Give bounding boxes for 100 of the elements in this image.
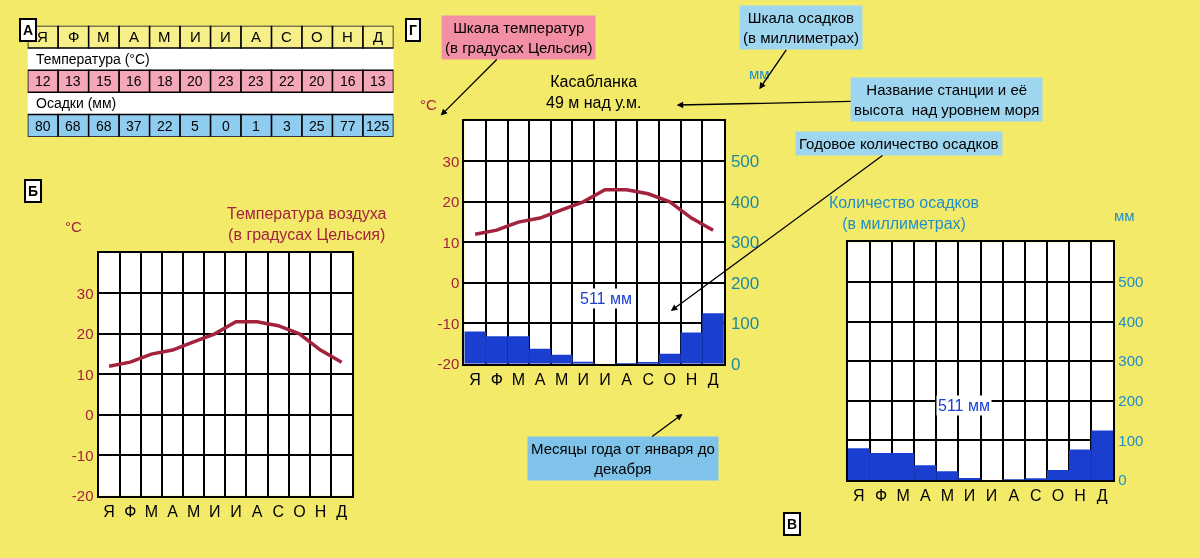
x-tick-label: Н bbox=[1074, 487, 1086, 505]
y2-tick-label: 100 bbox=[730, 314, 760, 334]
text: Г bbox=[409, 22, 417, 38]
data-label: 12 bbox=[35, 73, 51, 89]
x-tick-label: Я bbox=[469, 370, 481, 388]
x-tick-label: А bbox=[167, 502, 179, 520]
x-tick-label: И bbox=[577, 370, 590, 388]
x-tick-label: Я bbox=[853, 487, 865, 505]
text: В bbox=[787, 516, 798, 532]
y-tick-label: 10 bbox=[442, 233, 460, 251]
x-tick-label: И bbox=[963, 487, 976, 505]
data-label: 15 bbox=[96, 73, 112, 89]
y-tick-label: -20 bbox=[71, 487, 94, 505]
y-tick-label: Осадки (мм) bbox=[36, 95, 117, 111]
y-tick-label: 300 bbox=[1118, 352, 1144, 370]
x-tick-label: О bbox=[293, 502, 306, 520]
y-tick-label: Температура (°C) bbox=[36, 51, 150, 67]
y2-tick-label: 400 bbox=[730, 192, 760, 212]
text: Месяцы года от января до декабря bbox=[531, 440, 715, 477]
text: Название станции и её высота над уровнем моря bbox=[854, 81, 1040, 118]
data-label: 18 bbox=[157, 73, 173, 89]
x-tick-label: А bbox=[1008, 487, 1020, 505]
x-tick-label: Я bbox=[37, 28, 48, 45]
data-label: 16 bbox=[340, 73, 356, 89]
x-tick-label: Д bbox=[373, 28, 384, 45]
data-label: 22 bbox=[279, 73, 295, 89]
y-tick-label: 0 bbox=[1118, 471, 1127, 489]
y-axis-title: °C bbox=[420, 96, 437, 113]
data-label: 1 bbox=[252, 118, 260, 134]
y2-tick-label: 500 bbox=[730, 152, 760, 172]
x-tick-label: М bbox=[186, 502, 201, 520]
x-tick-label: М bbox=[554, 370, 569, 388]
line-series bbox=[107, 319, 344, 368]
y-tick-label: 400 bbox=[1118, 312, 1144, 330]
x-tick-label: Я bbox=[103, 502, 115, 520]
chart-title: Касабланка bbox=[550, 73, 638, 90]
x-tick-label: М bbox=[97, 28, 110, 45]
y-tick-label: 10 bbox=[76, 365, 94, 383]
x-tick-label: Д bbox=[1096, 487, 1108, 505]
data-label: 22 bbox=[157, 118, 173, 134]
x-tick-label: А bbox=[251, 502, 263, 520]
y-tick-label: 200 bbox=[1118, 391, 1144, 409]
y-tick-label: 30 bbox=[76, 284, 94, 302]
data-label: 80 bbox=[35, 118, 51, 134]
chart-title: Количество осадков bbox=[829, 194, 980, 211]
x-tick-label: Н bbox=[685, 370, 698, 388]
x-tick-label: А bbox=[534, 370, 546, 388]
x-tick-label: Ф bbox=[68, 28, 80, 45]
x-tick-label: И bbox=[209, 502, 221, 520]
y-tick-label: 20 bbox=[442, 193, 460, 211]
text: Б bbox=[28, 183, 39, 199]
x-tick-label: И bbox=[220, 28, 231, 45]
x-tick-label: И bbox=[190, 28, 201, 45]
x-tick-label: И bbox=[985, 487, 998, 505]
y-tick-label: -10 bbox=[71, 446, 94, 464]
x-tick-label: И bbox=[230, 502, 242, 520]
y-tick-label: -20 bbox=[437, 355, 460, 373]
x-tick-label: С bbox=[272, 502, 284, 520]
x-tick-label: О bbox=[663, 370, 677, 388]
x-tick-label: Д bbox=[707, 370, 719, 388]
chart-subtitle: (в миллиметрах) bbox=[842, 214, 966, 232]
chart-subtitle: (в градусах Цельсия) bbox=[228, 225, 386, 243]
x-tick-label: Ф bbox=[874, 487, 888, 505]
x-tick-label: И bbox=[599, 370, 611, 388]
x-tick-label: М bbox=[896, 487, 910, 505]
y-tick-label: 20 bbox=[76, 325, 94, 343]
y-tick-label: 500 bbox=[1118, 273, 1144, 291]
y-tick-label: 100 bbox=[1118, 431, 1144, 449]
x-tick-label: С bbox=[642, 370, 654, 388]
y-axis-title: °C bbox=[65, 218, 82, 235]
y2-axis-title: мм bbox=[749, 65, 770, 82]
x-tick-label: О bbox=[1051, 487, 1065, 505]
data-label: 0 bbox=[222, 118, 230, 134]
x-tick-label: А bbox=[129, 28, 140, 45]
x-tick-label: М bbox=[940, 487, 955, 505]
x-tick-label: Н bbox=[342, 28, 353, 45]
data-label: 37 bbox=[126, 118, 142, 134]
chart-subtitle: 49 м над у.м. bbox=[546, 93, 642, 111]
data-label: 77 bbox=[340, 118, 356, 134]
y-tick-label: 0 bbox=[450, 274, 460, 292]
data-label: 25 bbox=[309, 118, 325, 134]
y2-tick-label: 300 bbox=[730, 233, 760, 253]
data-label: 13 bbox=[65, 73, 81, 89]
x-tick-label: С bbox=[1030, 487, 1042, 505]
data-label: 125 bbox=[366, 118, 390, 134]
data-label: 23 bbox=[218, 73, 234, 89]
text: Шкала осадков (в миллиметрах) bbox=[743, 9, 859, 46]
data-label: 20 bbox=[309, 73, 325, 89]
y2-tick-label: 200 bbox=[730, 273, 760, 293]
line-series bbox=[473, 187, 715, 236]
x-tick-label: Н bbox=[314, 502, 327, 520]
x-tick-label: А bbox=[251, 28, 262, 45]
y2-tick-label: 0 bbox=[730, 354, 741, 374]
text: Шкала температур (в градусах Цельсия) bbox=[445, 19, 593, 56]
data-label: 23 bbox=[248, 73, 264, 89]
data-label: 13 bbox=[370, 73, 386, 89]
x-tick-label: М bbox=[511, 370, 526, 388]
data-label: 5 bbox=[191, 118, 199, 134]
annotation: 511 мм bbox=[938, 397, 990, 414]
y-tick-label: 30 bbox=[442, 152, 460, 170]
